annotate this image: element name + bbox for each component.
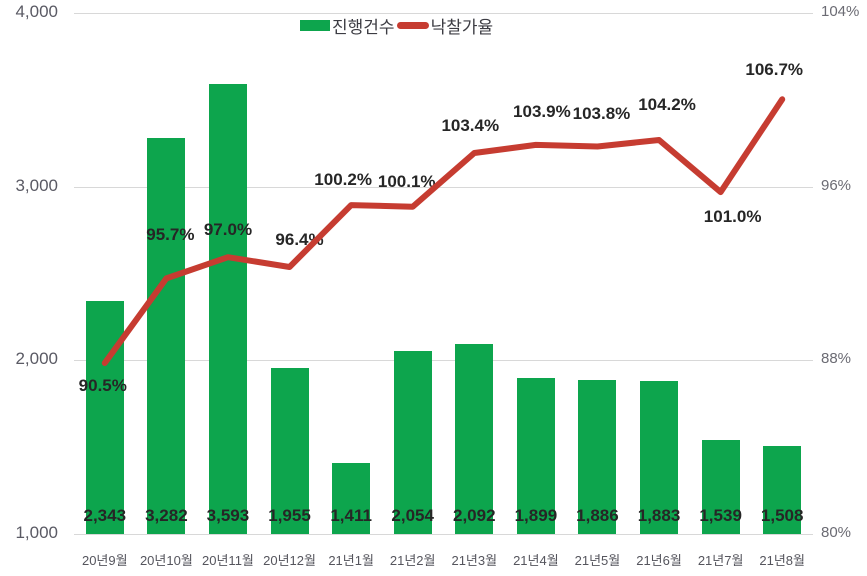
legend-label-bar: 진행건수 [332,17,395,37]
legend-line-swatch-icon [396,21,429,29]
x-axis-tick: 21년2월 [389,553,436,568]
x-axis-tick: 21년3월 [451,553,498,568]
line-value-label: 103.4% [441,116,500,136]
line-value-label: 103.9% [513,101,571,121]
bar[interactable] [516,377,555,534]
line-value-label: 106.7% [745,60,804,80]
bar-value-label: 1,899 [514,506,558,525]
right-axis-tick: 96% [821,176,852,194]
line-value-label: 95.7% [146,225,195,245]
x-axis-tick: 20년9월 [81,553,128,568]
left-axis-tick: 2,000 [15,349,58,369]
bar[interactable] [640,380,679,534]
right-axis-tick: 80% [821,524,852,541]
line-value-label: 96.4% [275,229,324,249]
x-axis-tick: 20년12월 [263,553,316,568]
bar-value-label: 2,343 [83,506,127,525]
right-axis-tick: 88% [821,350,852,368]
bar[interactable] [701,440,740,534]
bar[interactable] [208,83,247,534]
bar-value-label: 3,282 [145,506,188,525]
left-axis-tick: 3,000 [15,175,58,195]
bar-value-label: 1,955 [268,506,311,525]
bar[interactable] [578,380,617,534]
bar[interactable] [393,350,432,534]
bar[interactable] [270,368,309,534]
x-axis-tick: 21년1월 [328,553,374,568]
right-axis-tick: 104% [821,3,860,20]
line-value-label: 101.0% [703,207,762,227]
bar-value-label: 1,883 [637,506,681,525]
bar-value-label: 1,539 [699,506,742,525]
chart-legend: 진행건수 낙찰가율 [300,13,495,37]
x-axis-tick: 21년7월 [697,553,744,568]
line-value-label: 90.5% [78,376,127,396]
plot-area [74,13,813,535]
x-axis-tick: 21년5월 [574,553,621,568]
line-value-label: 97.0% [203,220,253,240]
bar[interactable] [147,137,186,534]
line-value-label: 100.1% [377,171,436,191]
bar-value-label: 2,092 [453,506,496,525]
gridline [74,13,813,14]
bar-value-label: 1,411 [330,506,372,525]
bar-value-label: 1,886 [576,506,619,525]
bar[interactable] [85,300,124,534]
bar[interactable] [332,462,371,534]
x-axis-tick: 21년6월 [636,553,682,568]
line-value-label: 104.2% [638,94,696,114]
legend-item-line[interactable]: 낙찰가율 [396,13,496,38]
x-axis-tick: 20년11월 [202,553,254,568]
bar[interactable] [763,445,802,534]
x-axis-tick: 20년10월 [139,553,193,568]
bar-value-label: 2,054 [391,506,434,525]
bar-value-label: 1,508 [760,506,804,525]
line-value-label: 100.2% [314,170,372,190]
x-axis-tick: 21년4월 [513,553,559,568]
legend-bar-swatch-icon [300,19,330,31]
legend-label-line: 낙찰가율 [430,17,494,37]
bar[interactable] [455,344,494,534]
x-axis-tick: 21년8월 [759,553,806,568]
left-axis-tick: 4,000 [15,2,58,21]
left-axis-tick: 1,000 [15,523,58,542]
legend-item-bar[interactable]: 진행건수 [300,13,397,38]
bar-value-label: 3,593 [206,506,250,525]
gridline [74,534,813,535]
line-value-label: 103.8% [572,103,631,123]
